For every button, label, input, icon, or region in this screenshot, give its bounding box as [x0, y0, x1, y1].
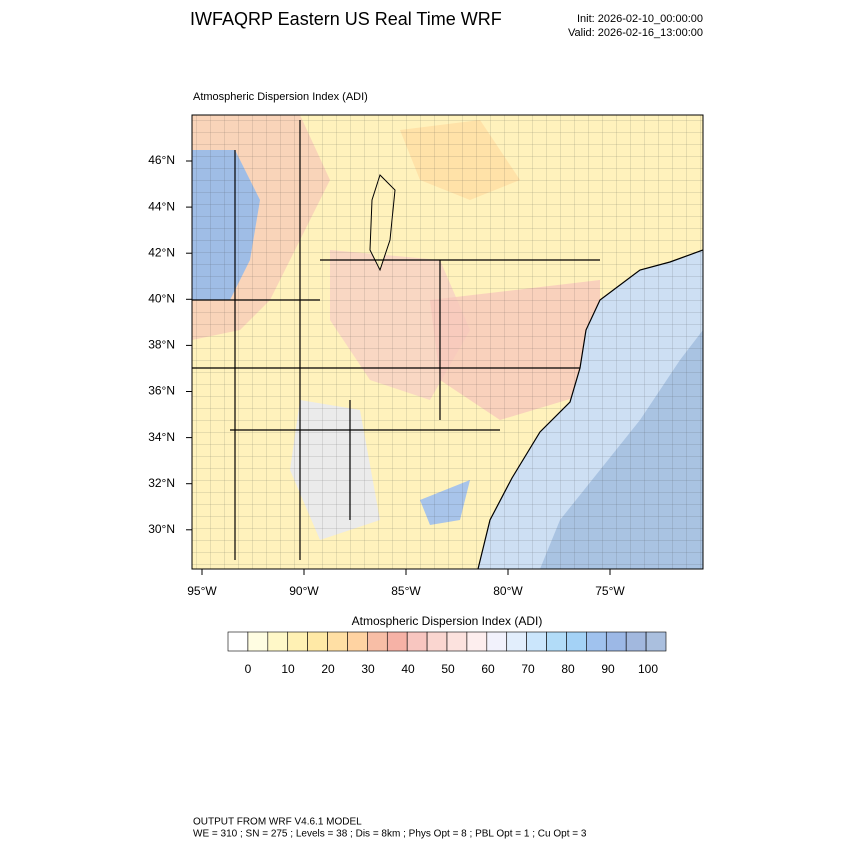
lon-label: 75°W [595, 584, 625, 598]
footer-line: WE = 310 ; SN = 275 ; Levels = 38 ; Dis … [193, 829, 587, 840]
footer-line: OUTPUT FROM WRF V4.6.1 MODEL [193, 817, 362, 828]
colorbar-title: Atmospheric Dispersion Index (ADI) [352, 614, 543, 628]
colorbar-box [267, 631, 289, 652]
colorbar-box [406, 631, 428, 652]
map-label: Atmospheric Dispersion Index (ADI) [193, 91, 368, 103]
map [191, 114, 704, 570]
colorbar-label: 90 [601, 662, 615, 676]
colorbar-box [526, 631, 547, 652]
lat-label: 38°N [148, 338, 175, 352]
title: IWFAQRP Eastern US Real Time WRF [190, 9, 502, 29]
colorbar-box [586, 631, 607, 652]
colorbar-box [367, 631, 388, 652]
colorbar-label: 70 [521, 662, 535, 676]
colorbar-box [287, 631, 308, 652]
lat-label: 40°N [148, 291, 175, 305]
colorbar-box [506, 631, 527, 652]
colorbar-label: 20 [321, 662, 335, 676]
colorbar-box [386, 631, 408, 652]
colorbar-box [625, 631, 647, 652]
colorbar-label: 10 [281, 662, 295, 676]
colorbar-box [227, 631, 249, 652]
colorbar-label: 60 [481, 662, 495, 676]
lat-label: 32°N [148, 476, 175, 490]
colorbar-label: 80 [561, 662, 575, 676]
colorbar-label: 100 [638, 662, 658, 676]
colorbar-box [347, 631, 368, 652]
colorbar-box [426, 631, 448, 652]
colorbar-box [546, 631, 567, 652]
lat-label: 36°N [148, 384, 175, 398]
valid-time: Valid: 2026-02-16_13:00:00 [568, 27, 703, 39]
colorbar-box [247, 631, 269, 652]
lat-label: 34°N [148, 430, 175, 444]
colorbar-box [327, 631, 348, 652]
colorbar-box [466, 631, 488, 652]
lat-label: 44°N [148, 199, 175, 213]
lon-label: 90°W [289, 584, 319, 598]
lon-label: 80°W [493, 584, 523, 598]
lat-label: 42°N [148, 245, 175, 259]
lat-label: 46°N [148, 153, 175, 167]
colorbar-box [566, 631, 587, 652]
lon-label: 95°W [187, 584, 217, 598]
colorbar-box [446, 631, 468, 652]
colorbar-label: 30 [361, 662, 375, 676]
colorbar-box [645, 631, 667, 652]
lon-label: 85°W [391, 584, 421, 598]
colorbar-label: 50 [441, 662, 455, 676]
colorbar-box [307, 631, 328, 652]
colorbar-box [486, 631, 508, 652]
colorbar-label: 0 [245, 662, 252, 676]
colorbar-label: 40 [401, 662, 415, 676]
init-time: Init: 2026-02-10_00:00:00 [577, 13, 703, 25]
lat-label: 30°N [148, 522, 175, 536]
colorbar-box [605, 631, 627, 652]
